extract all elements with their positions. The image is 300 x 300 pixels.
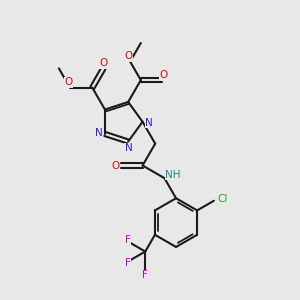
Text: NH: NH [165,169,181,180]
Text: F: F [125,258,131,268]
Text: Cl: Cl [217,194,227,204]
Text: O: O [112,160,120,170]
Text: N: N [94,128,102,138]
Text: O: O [160,70,168,80]
Text: F: F [142,270,148,280]
Text: O: O [64,77,73,87]
Text: F: F [125,235,131,244]
Text: N: N [125,143,133,153]
Text: O: O [99,58,108,68]
Text: O: O [124,51,133,61]
Text: N: N [145,118,153,128]
